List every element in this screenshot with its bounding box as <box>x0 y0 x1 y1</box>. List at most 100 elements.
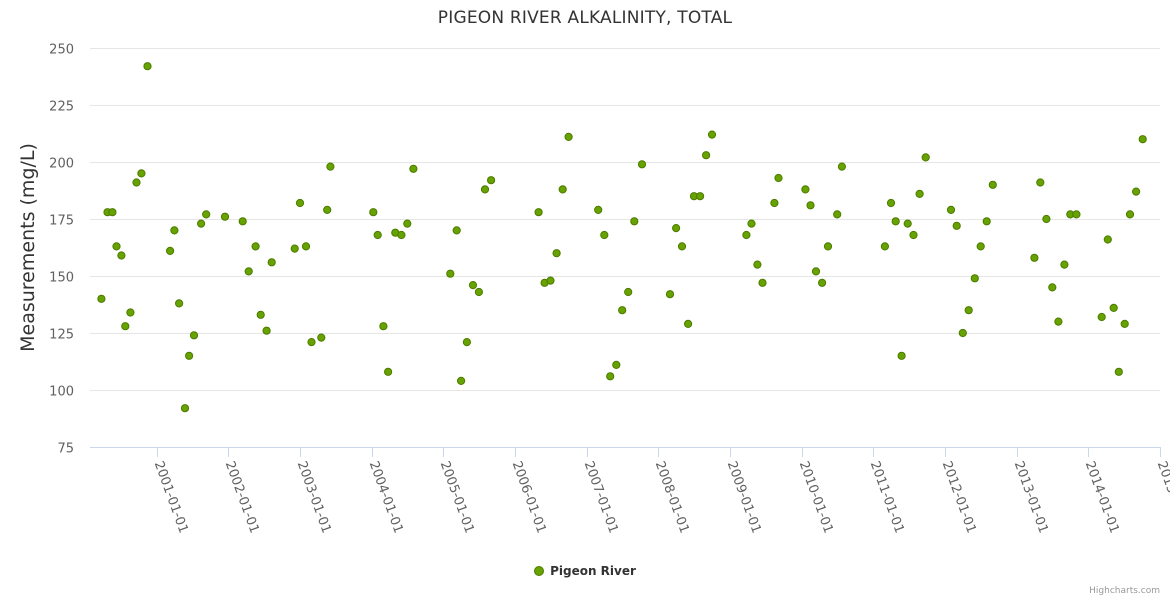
data-point[interactable] <box>1132 187 1141 196</box>
data-point[interactable] <box>564 132 573 141</box>
data-point[interactable] <box>295 198 305 208</box>
data-point[interactable] <box>244 267 253 276</box>
data-point[interactable] <box>108 208 117 217</box>
data-point[interactable] <box>307 338 316 347</box>
data-point[interactable] <box>132 178 141 187</box>
data-point[interactable] <box>384 367 393 376</box>
data-point[interactable] <box>606 372 615 381</box>
data-point[interactable] <box>952 221 961 230</box>
data-point[interactable] <box>880 242 890 251</box>
data-point[interactable] <box>256 310 265 319</box>
data-point[interactable] <box>1103 235 1112 244</box>
data-point[interactable] <box>202 210 211 219</box>
data-point[interactable] <box>487 176 496 185</box>
data-point[interactable] <box>801 185 810 194</box>
data-point[interactable] <box>618 306 627 315</box>
data-point[interactable] <box>833 210 842 219</box>
data-point[interactable] <box>534 208 543 217</box>
data-point[interactable] <box>811 267 821 276</box>
data-point[interactable] <box>373 230 382 240</box>
data-point[interactable] <box>552 249 561 258</box>
data-point[interactable] <box>903 219 912 228</box>
data-point[interactable] <box>1030 253 1039 262</box>
data-point[interactable] <box>612 360 621 369</box>
data-point[interactable] <box>317 333 326 342</box>
data-point[interactable] <box>462 338 471 347</box>
data-point[interactable] <box>267 258 276 267</box>
data-point[interactable] <box>197 219 206 228</box>
data-point[interactable] <box>1054 317 1063 326</box>
data-point[interactable] <box>126 308 135 317</box>
data-point[interactable] <box>818 278 827 287</box>
data-point[interactable] <box>758 278 767 287</box>
data-point[interactable] <box>112 242 121 251</box>
data-point[interactable] <box>637 160 647 169</box>
data-point[interactable] <box>964 306 973 315</box>
data-point[interactable] <box>976 242 985 251</box>
data-point[interactable] <box>1072 210 1081 219</box>
data-point[interactable] <box>262 326 271 335</box>
data-point[interactable] <box>909 230 918 240</box>
data-point[interactable] <box>409 164 418 173</box>
legend-item-pigeon-river[interactable]: Pigeon River <box>534 564 636 578</box>
data-point[interactable] <box>891 217 900 226</box>
data-point[interactable] <box>594 205 603 214</box>
data-point[interactable] <box>1042 214 1051 224</box>
data-point[interactable] <box>753 260 762 269</box>
data-point[interactable] <box>1036 178 1045 187</box>
data-point[interactable] <box>624 287 633 297</box>
data-point[interactable] <box>600 230 609 240</box>
data-point[interactable] <box>1048 283 1057 292</box>
data-point[interactable] <box>770 198 779 208</box>
data-point[interactable] <box>558 185 567 194</box>
data-point[interactable] <box>774 173 783 183</box>
data-point[interactable] <box>1109 303 1118 312</box>
data-point[interactable] <box>189 331 199 340</box>
data-point[interactable] <box>290 244 299 253</box>
data-point[interactable] <box>1114 367 1123 376</box>
data-point[interactable] <box>1125 210 1135 219</box>
data-point[interactable] <box>946 205 956 214</box>
data-point[interactable] <box>1097 312 1106 322</box>
data-point[interactable] <box>702 151 711 160</box>
data-point[interactable] <box>707 130 717 139</box>
data-point[interactable] <box>982 217 991 226</box>
data-point[interactable] <box>672 224 681 233</box>
data-point[interactable] <box>747 219 756 228</box>
data-point[interactable] <box>137 169 146 178</box>
data-point[interactable] <box>143 62 152 71</box>
data-point[interactable] <box>546 276 555 285</box>
data-point[interactable] <box>1138 135 1147 144</box>
data-point[interactable] <box>806 201 815 210</box>
data-point[interactable] <box>696 192 705 201</box>
data-point[interactable] <box>684 319 693 328</box>
data-point[interactable] <box>379 322 388 331</box>
data-point[interactable] <box>1120 319 1129 328</box>
data-point[interactable] <box>823 242 833 251</box>
data-point[interactable] <box>170 226 179 235</box>
data-point[interactable] <box>166 246 175 255</box>
data-point[interactable] <box>403 219 412 228</box>
data-point[interactable] <box>958 328 967 338</box>
data-point[interactable] <box>175 299 184 308</box>
data-point[interactable] <box>665 290 675 299</box>
data-point[interactable] <box>897 351 906 360</box>
data-point[interactable] <box>185 351 194 360</box>
data-point[interactable] <box>677 242 687 251</box>
data-point[interactable] <box>97 294 106 303</box>
data-point[interactable] <box>121 322 130 331</box>
data-point[interactable] <box>1060 260 1069 269</box>
data-point[interactable] <box>921 153 930 162</box>
data-point[interactable] <box>915 189 924 198</box>
data-point[interactable] <box>837 162 847 171</box>
data-point[interactable] <box>446 269 455 278</box>
data-point[interactable] <box>886 198 896 208</box>
data-point[interactable] <box>369 208 378 217</box>
data-point[interactable] <box>238 217 247 226</box>
data-point[interactable] <box>742 230 751 240</box>
credits-link[interactable]: Highcharts.com <box>1089 586 1160 596</box>
data-point[interactable] <box>474 287 483 297</box>
data-point[interactable] <box>301 242 311 251</box>
data-point[interactable] <box>480 185 490 194</box>
data-point[interactable] <box>630 217 639 226</box>
